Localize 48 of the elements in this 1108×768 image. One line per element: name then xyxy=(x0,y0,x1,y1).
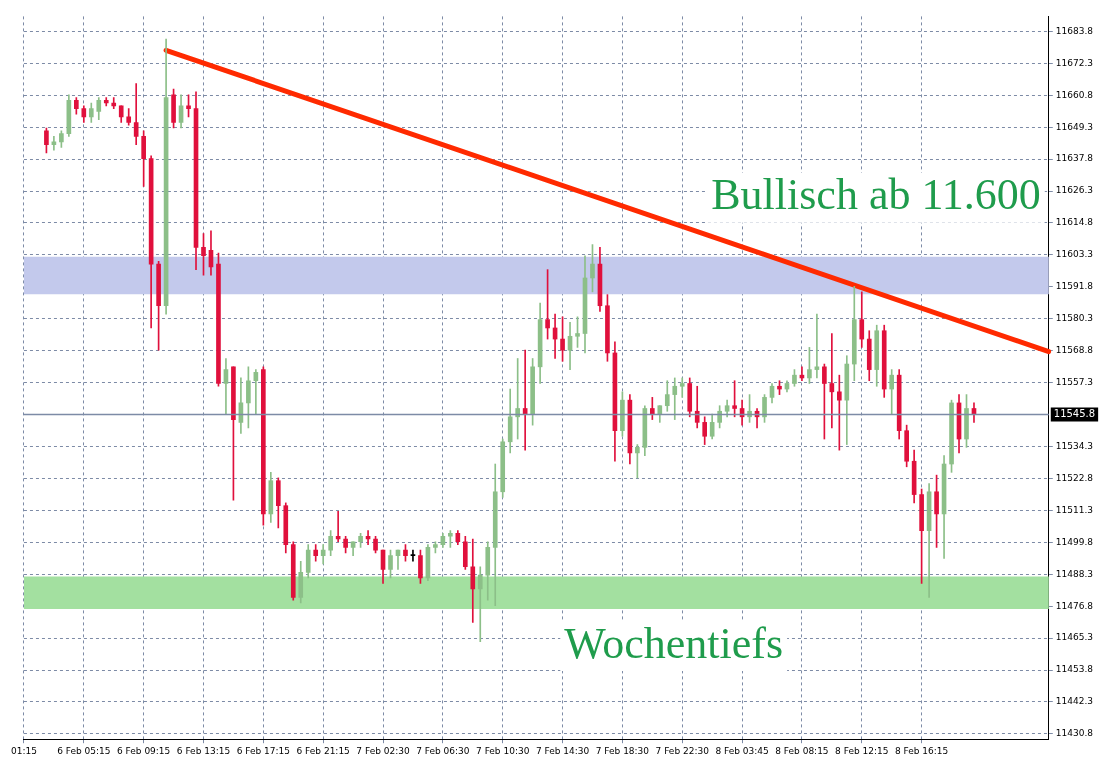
candlestick xyxy=(477,566,483,643)
x-tick-label: 8 Feb 03:45 xyxy=(715,745,769,756)
y-tick-label: 11522.8 xyxy=(1055,472,1094,483)
y-tick-label: 11488.3 xyxy=(1055,568,1093,579)
ref-line-label: 11545.8 xyxy=(1053,408,1096,420)
y-tick-label: 11660.8 xyxy=(1055,89,1094,100)
candlestick xyxy=(133,83,139,146)
y-tick-label: 11511.3 xyxy=(1055,504,1093,515)
x-tick-label: 01:15 xyxy=(11,745,37,756)
candlestick xyxy=(515,358,520,440)
candlestick xyxy=(679,377,685,398)
x-tick-label: 8 Feb 16:15 xyxy=(894,745,949,756)
x-tick-label: 6 Feb 05:15 xyxy=(57,745,111,756)
y-tick-label: 11534.3 xyxy=(1055,440,1093,451)
y-tick-label: 11499.8 xyxy=(1055,536,1094,547)
y-tick-label: 11591.8 xyxy=(1055,281,1094,292)
x-tick-label: 6 Feb 21:15 xyxy=(296,745,350,756)
y-tick-label: 11465.3 xyxy=(1055,632,1093,643)
y-tick-label: 11683.8 xyxy=(1055,25,1094,36)
y-tick-label: 11649.3 xyxy=(1055,121,1093,132)
y-tick-label: 11430.8 xyxy=(1055,728,1094,739)
y-tick-label: 11580.3 xyxy=(1055,313,1093,324)
band-label: Wochentiefs xyxy=(564,618,784,668)
x-tick-label: 7 Feb 22:30 xyxy=(655,745,710,756)
candlestick xyxy=(410,549,416,562)
y-tick-label: 11614.8 xyxy=(1055,217,1094,228)
y-tick-label: 11453.8 xyxy=(1055,664,1094,675)
x-tick-label: 7 Feb 02:30 xyxy=(356,745,410,756)
y-tick-label: 11557.3 xyxy=(1055,377,1093,387)
y-tick-label: 11568.8 xyxy=(1055,345,1094,356)
y-tick-label: 11442.3 xyxy=(1055,696,1093,707)
candlestick xyxy=(111,97,117,109)
y-tick-label: 11637.8 xyxy=(1055,153,1094,164)
x-tick-label: 7 Feb 18:30 xyxy=(595,745,650,756)
x-tick-label: 6 Feb 09:15 xyxy=(116,745,171,756)
y-tick-label: 11626.3 xyxy=(1055,185,1093,196)
candlestick xyxy=(672,377,678,420)
x-tick-label: 8 Feb 12:15 xyxy=(835,745,889,756)
x-tick-label: 7 Feb 06:30 xyxy=(416,745,470,756)
x-tick-label: 6 Feb 17:15 xyxy=(236,745,291,756)
y-tick-label: 11603.3 xyxy=(1055,249,1093,260)
x-tick-label: 7 Feb 10:30 xyxy=(476,745,530,756)
x-tick-label: 7 Feb 14:30 xyxy=(535,745,590,756)
y-tick-label: 11672.3 xyxy=(1055,57,1093,68)
y-tick-label: 11476.8 xyxy=(1055,600,1094,611)
band-label: Bullisch ab 11.600 xyxy=(711,170,1041,220)
x-tick-label: 8 Feb 08:15 xyxy=(775,745,829,756)
x-tick-label: 6 Feb 13:15 xyxy=(176,745,231,756)
